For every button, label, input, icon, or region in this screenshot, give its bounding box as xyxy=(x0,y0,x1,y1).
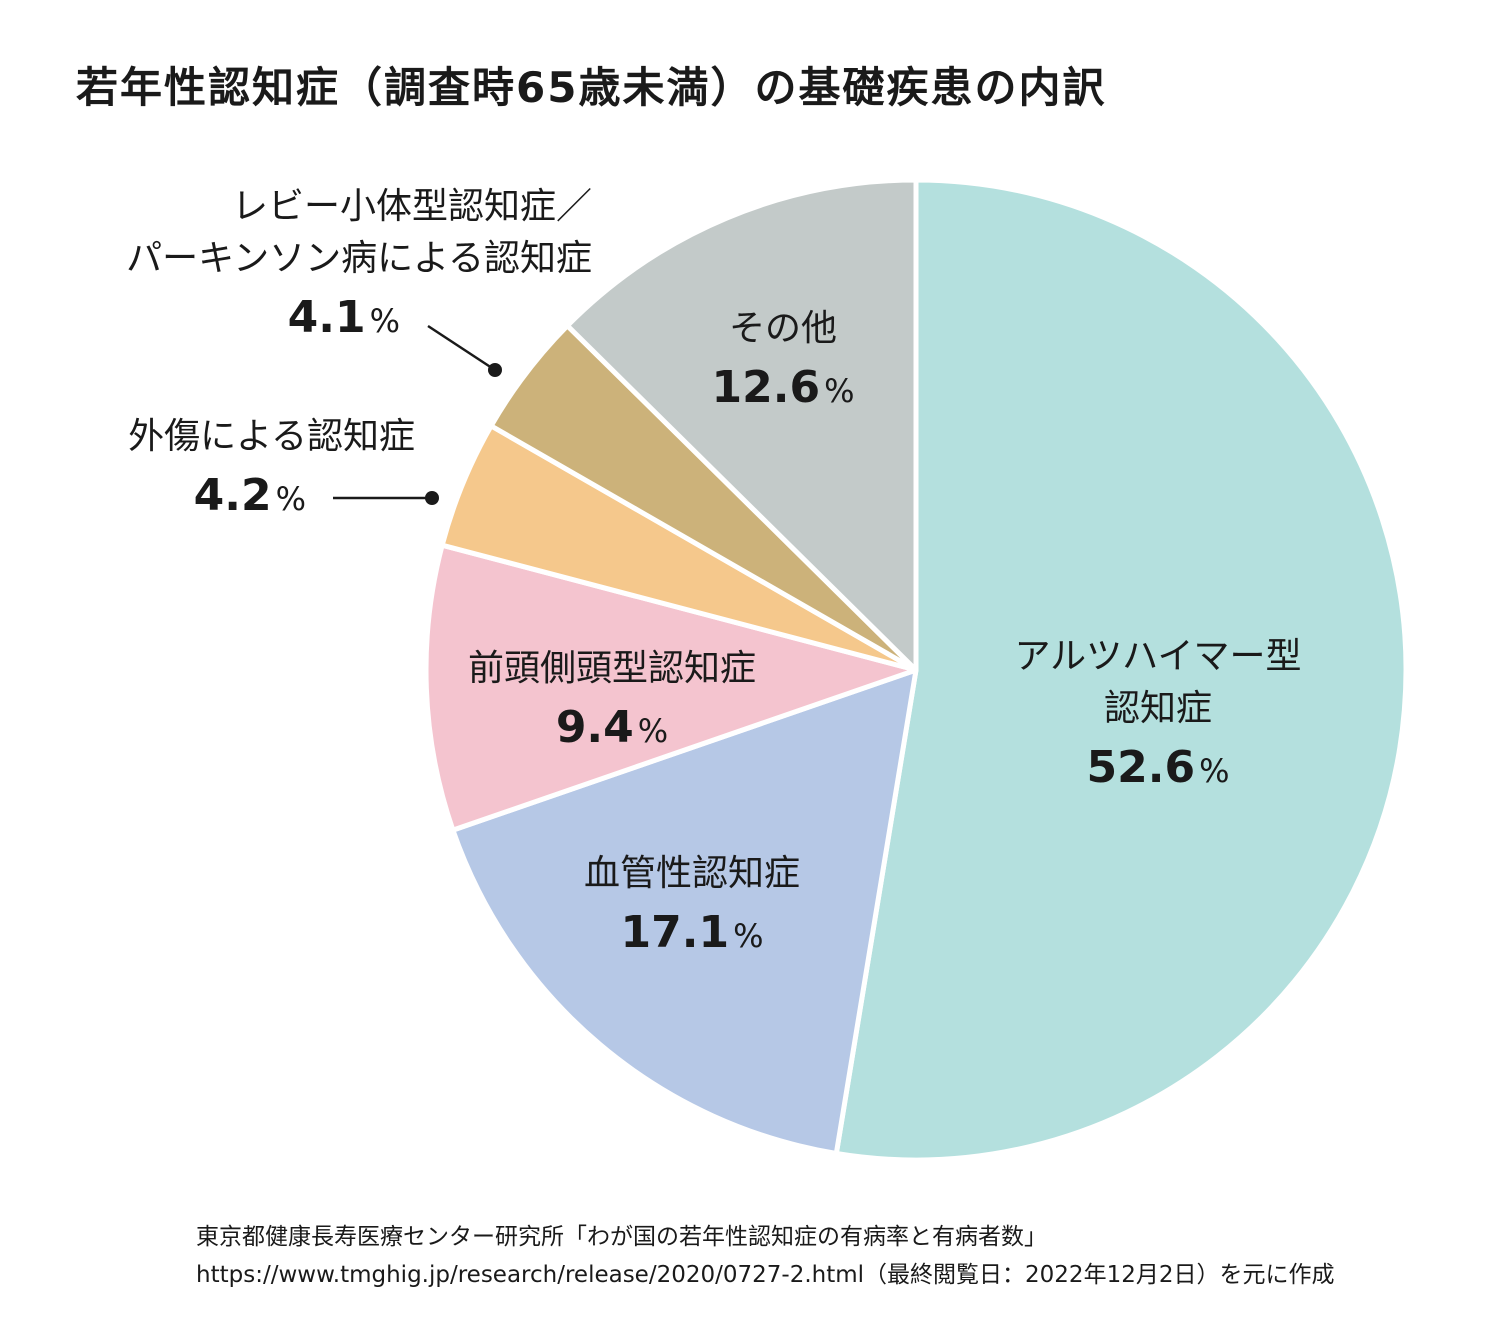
slice-label-4-line-1: 外傷による認知症 xyxy=(128,416,415,457)
leader-lines xyxy=(333,324,502,505)
pie-slice-6 xyxy=(564,177,919,673)
leader-dot-5 xyxy=(488,363,502,377)
leader-line-5 xyxy=(427,324,496,372)
pie-slices xyxy=(423,177,1409,1163)
slice-value-2: 17.1% xyxy=(621,907,764,958)
slice-label-5-line-2: パーキンソン病による認知症 xyxy=(126,238,592,279)
source-line-2: https://www.tmghig.jp/research/release/2… xyxy=(196,1262,1335,1288)
chart-title: 若年性認知症（調査時65歳未満）の基礎疾患の内訳 xyxy=(76,63,1107,112)
slice-value-5: 4.1% xyxy=(288,292,400,343)
slice-label-1-line-1: アルツハイマー型 xyxy=(1015,636,1302,677)
slice-value-6: 12.6% xyxy=(712,362,855,413)
slice-value-1: 52.6% xyxy=(1087,742,1230,793)
source-note: 東京都健康長寿医療センター研究所「わが国の若年性認知症の有病率と有病者数」 ht… xyxy=(196,1218,1334,1294)
leader-dot-4 xyxy=(425,491,439,505)
slice-label-1-line-2: 認知症 xyxy=(1104,688,1212,729)
pie-slice-3 xyxy=(423,542,919,833)
slice-label-6-line-1: その他 xyxy=(729,308,837,349)
slice-value-3: 9.4% xyxy=(556,702,668,753)
slice-label-2-line-1: 血管性認知症 xyxy=(584,853,800,894)
slice-label-5-line-1: レビー小体型認知症／ xyxy=(232,186,592,227)
slice-label-3-line-1: 前頭側頭型認知症 xyxy=(468,648,756,689)
slice-value-4: 4.2% xyxy=(194,470,306,521)
pie-slice-1 xyxy=(833,177,1409,1163)
source-line-1: 東京都健康長寿医療センター研究所「わが国の若年性認知症の有病率と有病者数」 xyxy=(196,1224,1047,1250)
